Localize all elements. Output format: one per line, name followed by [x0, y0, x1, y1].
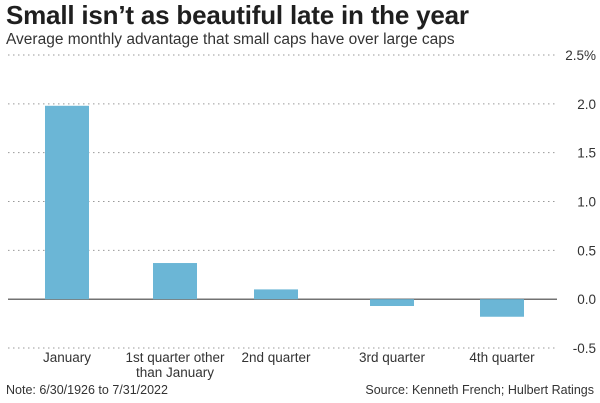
y-tick-label: 0.5: [577, 243, 596, 258]
bar-1: [153, 263, 197, 300]
x-tick-label: than January: [136, 365, 214, 380]
y-tick-label: -0.5: [573, 341, 596, 356]
y-tick-label: 0.0: [577, 292, 596, 307]
x-tick-label: 4th quarter: [469, 350, 535, 365]
x-tick-label: 1st quarter other: [125, 350, 225, 365]
bar-2: [254, 289, 298, 300]
bar-3: [370, 299, 414, 307]
chart-title: Small isn’t as beautiful late in the yea…: [6, 0, 469, 30]
x-tick-label: 2nd quarter: [241, 350, 311, 365]
source-credit: Source: Kenneth French; Hulbert Ratings: [365, 383, 594, 397]
bar-0: [45, 105, 89, 300]
x-tick-label: January: [43, 350, 91, 365]
y-tick-label: 2.0: [577, 97, 596, 112]
date-range-note: Note: 6/30/1926 to 7/31/2022: [6, 383, 168, 397]
y-tick-label: 2.5%: [565, 48, 596, 63]
y-tick-label: 1.5: [577, 146, 596, 161]
y-tick-label: 1.0: [577, 195, 596, 210]
chart-subtitle: Average monthly advantage that small cap…: [6, 31, 455, 48]
bar-4: [480, 299, 524, 317]
x-tick-label: 3rd quarter: [359, 350, 426, 365]
